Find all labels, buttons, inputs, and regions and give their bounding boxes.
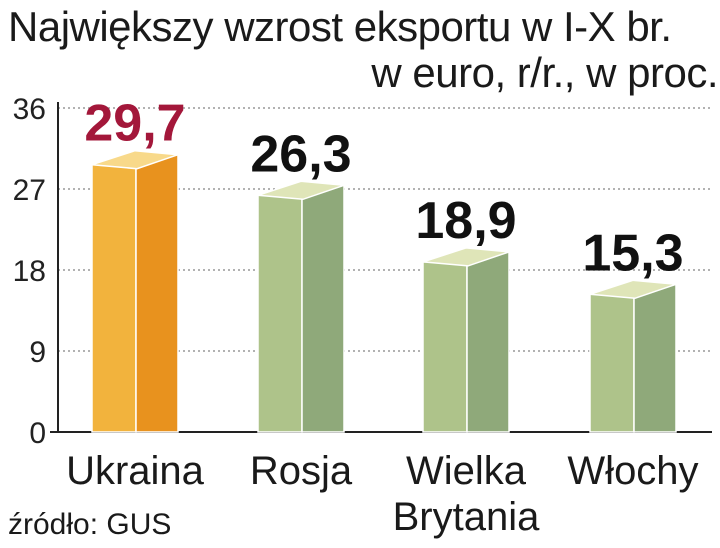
bar-front xyxy=(589,293,635,433)
bar-side xyxy=(301,184,345,433)
bar-front xyxy=(422,261,468,433)
category-label: Wielka xyxy=(406,449,527,493)
source-note: źródło: GUS xyxy=(8,508,172,541)
category-label: Ukraina xyxy=(66,449,205,493)
data-label: 29,7 xyxy=(84,95,185,153)
bar-top xyxy=(257,180,345,201)
bar-side xyxy=(135,153,179,433)
y-tick-label: 18 xyxy=(13,255,46,288)
bar-side xyxy=(633,283,677,433)
title-line-1: Największy wzrost eksportu w I-X br. xyxy=(8,3,672,50)
chart-title: Największy wzrost eksportu w I-X br. w e… xyxy=(8,3,719,96)
bar-top xyxy=(422,247,510,267)
title-line-2: w euro, r/r., w proc. xyxy=(371,49,718,96)
y-tick-label: 36 xyxy=(13,93,46,126)
y-tick-label: 9 xyxy=(29,336,46,369)
bar-front xyxy=(91,163,137,433)
bar-top xyxy=(589,279,677,300)
category-label: Włochy xyxy=(567,449,698,493)
data-label: 15,3 xyxy=(582,224,683,282)
category-label-line-2: Brytania xyxy=(393,495,540,539)
category-label: Rosja xyxy=(250,449,353,493)
bar-side xyxy=(466,250,510,433)
data-label: 18,9 xyxy=(415,192,516,250)
data-label: 26,3 xyxy=(250,125,351,183)
bar-top xyxy=(91,149,179,170)
y-tick-label: 27 xyxy=(13,174,46,207)
bar-front xyxy=(257,194,303,433)
y-tick-label: 0 xyxy=(29,417,46,450)
